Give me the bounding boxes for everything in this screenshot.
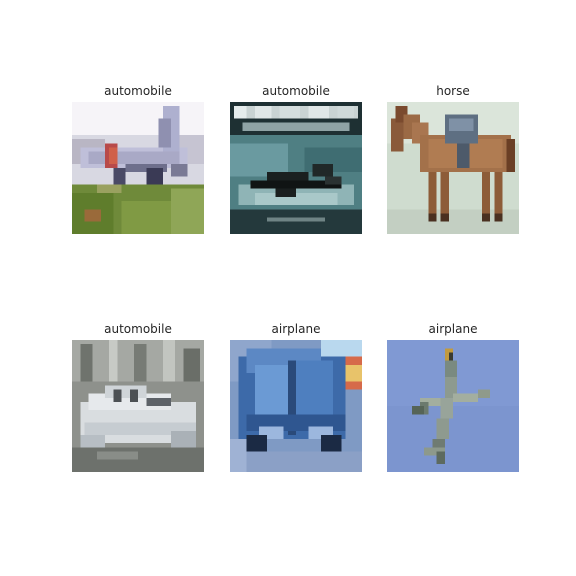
image-label: automobile xyxy=(104,84,172,98)
image-thumbnail xyxy=(72,340,204,472)
image-thumbnail xyxy=(387,340,519,472)
image-thumbnail xyxy=(387,102,519,234)
image-label: automobile xyxy=(104,322,172,336)
image-label: horse xyxy=(436,84,470,98)
image-label: automobile xyxy=(262,84,330,98)
image-label: airplane xyxy=(428,322,478,336)
image-thumbnail xyxy=(230,340,362,472)
image-thumbnail xyxy=(72,102,204,234)
image-thumbnail xyxy=(230,102,362,234)
image-label: airplane xyxy=(271,322,321,336)
